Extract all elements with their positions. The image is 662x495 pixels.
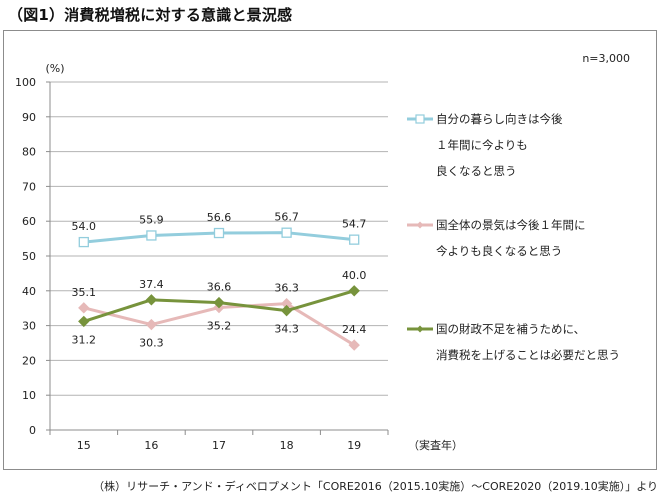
data-label: 37.4 (139, 278, 164, 291)
data-point (145, 318, 158, 331)
legend-label: 今よりも良くなると思う (436, 244, 562, 258)
chart-title: （図1）消費税増税に対する意識と景況感 (8, 6, 293, 24)
data-point (348, 285, 360, 297)
x-tick-label: 16 (144, 439, 158, 452)
x-tick-label: 19 (347, 439, 361, 452)
legend-label: 良くなると思う (436, 164, 517, 178)
source-note: （株）リサーチ・アンド・ディベロプメント「CORE2016（2015.10実施）… (93, 480, 658, 493)
data-label: 56.7 (274, 211, 299, 224)
data-label: 54.0 (72, 220, 97, 233)
data-point (213, 296, 225, 309)
data-label: 56.6 (207, 211, 232, 224)
data-label: 40.0 (342, 269, 367, 282)
legend-label: 国全体の景気は今後１年間に (436, 218, 586, 232)
x-tick-label: 17 (212, 439, 226, 452)
data-point (78, 315, 90, 328)
y-tick-label: 0 (29, 424, 36, 437)
legend-marker-icon (415, 114, 425, 124)
legend-label: 消費税を上げることは必要だと思う (436, 348, 620, 362)
data-point (280, 304, 293, 317)
data-label: 54.7 (342, 218, 367, 231)
y-tick-label: 100 (15, 76, 36, 89)
data-label: 35.1 (72, 286, 97, 299)
y-axis-title: (%) (45, 62, 64, 75)
data-point (281, 227, 292, 238)
y-tick-label: 80 (22, 146, 36, 159)
data-point (78, 236, 89, 248)
data-label: 34.3 (274, 323, 299, 336)
legend-marker-icon (416, 221, 424, 229)
data-label: 55.9 (139, 213, 164, 226)
data-label: 24.4 (342, 323, 367, 336)
chart-frame (3, 30, 657, 470)
data-label: 30.3 (139, 337, 164, 350)
legend-marker-icon (416, 325, 424, 333)
sample-size-note: n=3,000 (582, 52, 630, 65)
x-tick-label: 15 (77, 439, 91, 452)
y-tick-label: 10 (22, 389, 36, 402)
x-axis-title: （実査年） (408, 438, 463, 452)
data-label: 35.2 (207, 320, 232, 333)
y-tick-label: 90 (22, 111, 36, 124)
y-tick-label: 30 (22, 320, 36, 333)
data-label: 36.6 (207, 281, 232, 294)
data-point (349, 234, 360, 245)
legend-label: 自分の暮らし向きは今後 (436, 112, 563, 126)
data-point (145, 294, 158, 306)
x-tick-label: 18 (280, 439, 294, 452)
y-tick-label: 60 (22, 215, 36, 228)
legend-label: 国の財政不足を補うために、 (436, 322, 585, 336)
data-point (146, 230, 157, 241)
y-tick-label: 70 (22, 180, 36, 193)
y-tick-label: 50 (22, 250, 36, 263)
data-point (213, 227, 225, 239)
data-label: 36.3 (274, 282, 299, 295)
legend-label: １年間に今よりも (436, 138, 528, 152)
data-point (78, 302, 90, 314)
y-tick-label: 20 (22, 354, 36, 367)
data-point (348, 339, 360, 351)
y-tick-label: 40 (22, 285, 36, 298)
data-label: 31.2 (72, 333, 97, 346)
